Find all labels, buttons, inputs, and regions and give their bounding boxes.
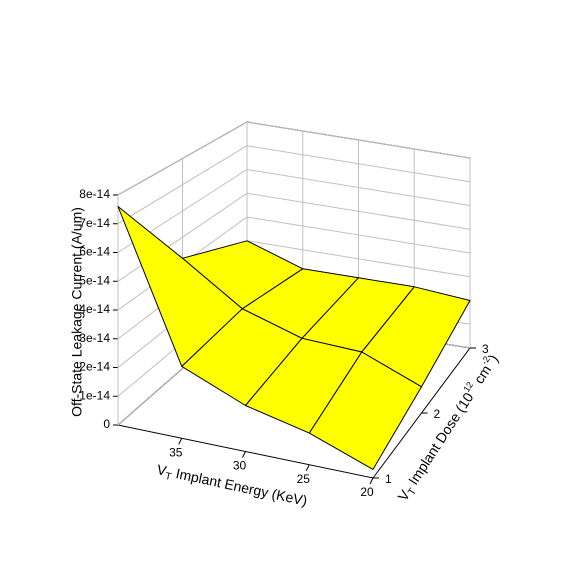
z-tick-label: 6e-14 <box>79 245 110 259</box>
x-tick <box>305 464 310 471</box>
x-tick-label: 30 <box>233 459 247 473</box>
z-tick-label: 4e-14 <box>79 302 110 316</box>
y-label-sub: T <box>406 486 419 497</box>
surface-patch <box>308 351 422 470</box>
x-tick <box>178 438 183 445</box>
x-tick <box>369 477 374 485</box>
z-grid-line <box>117 121 471 196</box>
x-tick-label: 25 <box>297 472 311 486</box>
x-tick <box>242 451 246 458</box>
x-label-part: V <box>156 461 169 479</box>
x-label-sub: T <box>164 471 172 483</box>
z-tick-label: 5e-14 <box>79 273 110 287</box>
z-tick-label: 7e-14 <box>79 216 110 230</box>
y-label-part: Implant Dose (10 <box>403 389 477 491</box>
z-grid-line <box>117 145 471 225</box>
y-label-sup: 12 <box>462 380 476 394</box>
z-tick-label: 2e-14 <box>79 360 110 374</box>
z-axis-label: Off-State Leakage Current (A/um) <box>69 207 85 417</box>
z-grid-line <box>117 168 471 253</box>
x-tick-label: 35 <box>169 445 183 459</box>
y-tick-label: 2 <box>434 407 441 421</box>
z-tick-label: 8e-14 <box>79 187 110 201</box>
z-tick-label: 0 <box>103 417 110 431</box>
y-tick-label: 3 <box>482 342 489 356</box>
z-tick-label: 1e-14 <box>79 388 110 402</box>
z-tick-label: 3e-14 <box>79 331 110 345</box>
x-tick-label: 20 <box>360 485 374 499</box>
y-tick-label: 1 <box>385 472 392 486</box>
